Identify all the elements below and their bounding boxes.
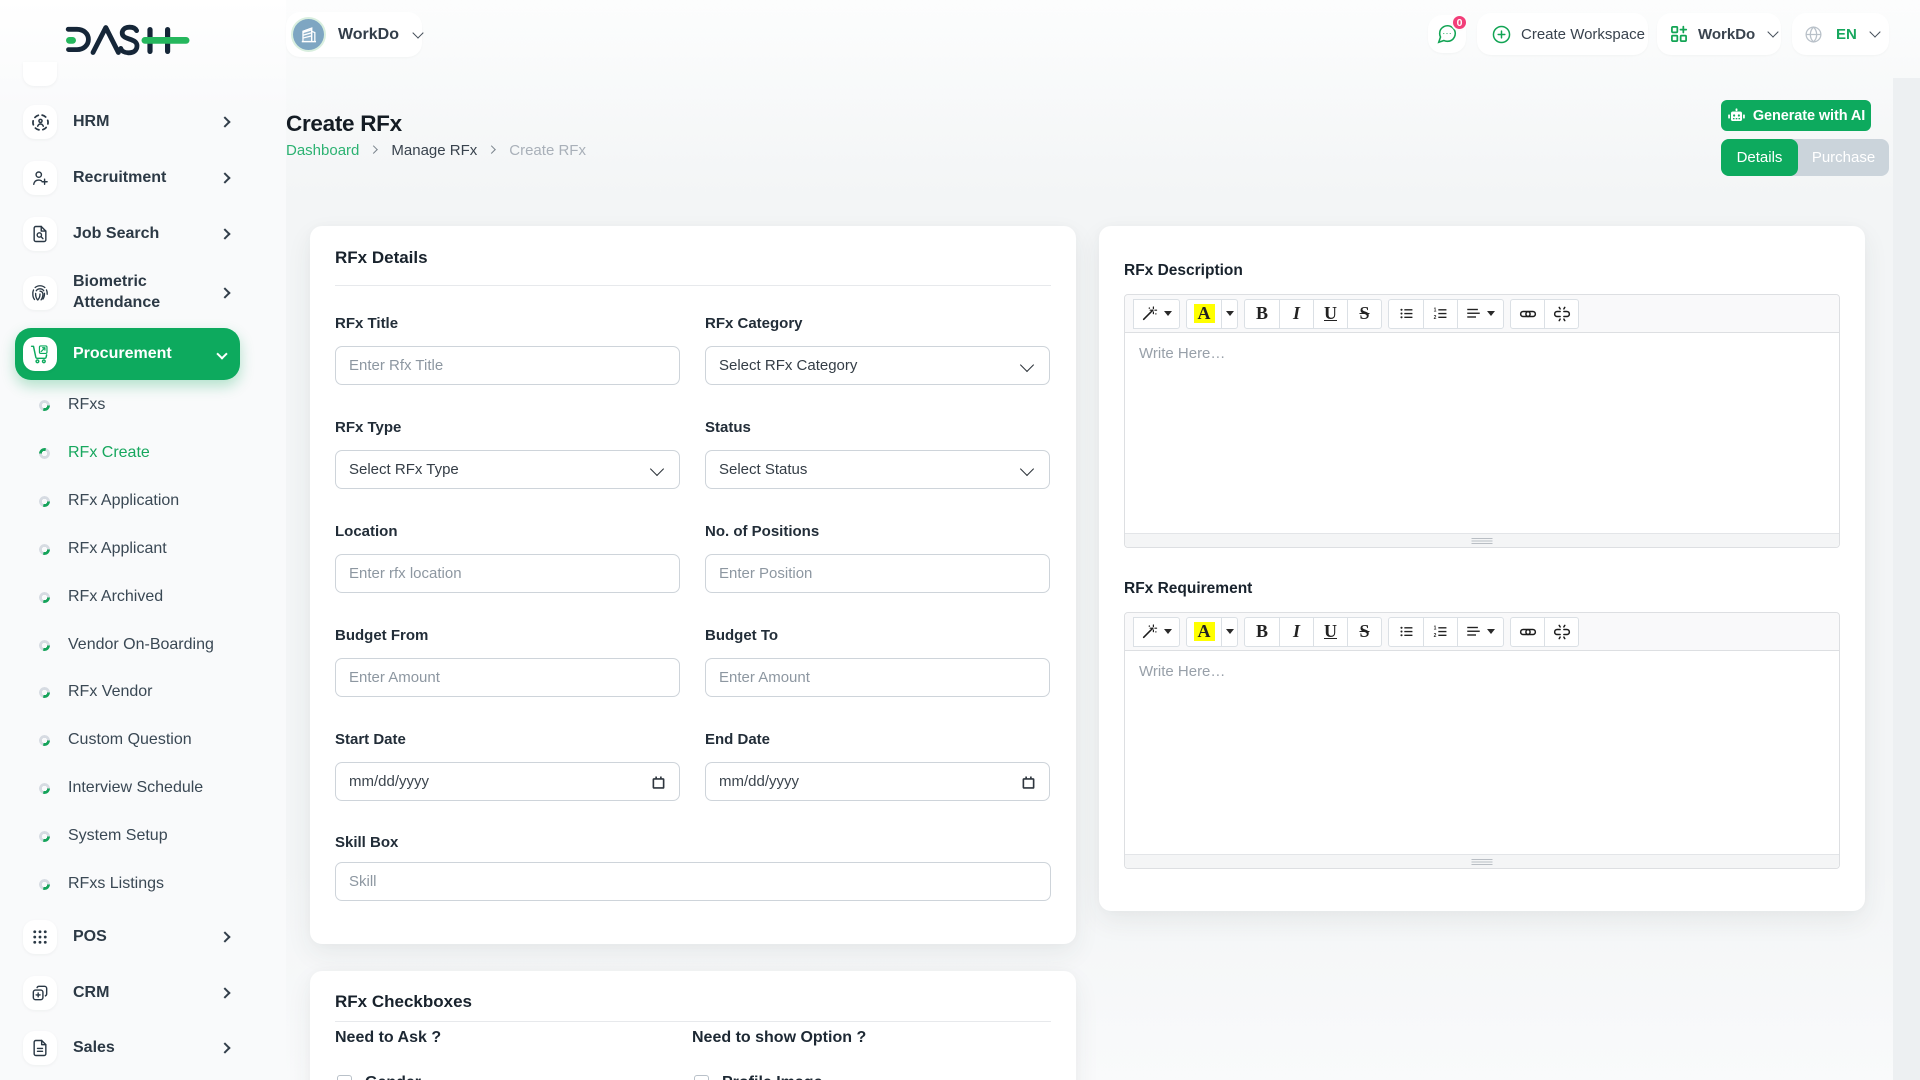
svg-text:1: 1 (1434, 307, 1437, 313)
svg-text:2: 2 (1434, 633, 1437, 639)
svg-text:2: 2 (1434, 315, 1437, 321)
svg-text:1: 1 (1434, 625, 1437, 631)
